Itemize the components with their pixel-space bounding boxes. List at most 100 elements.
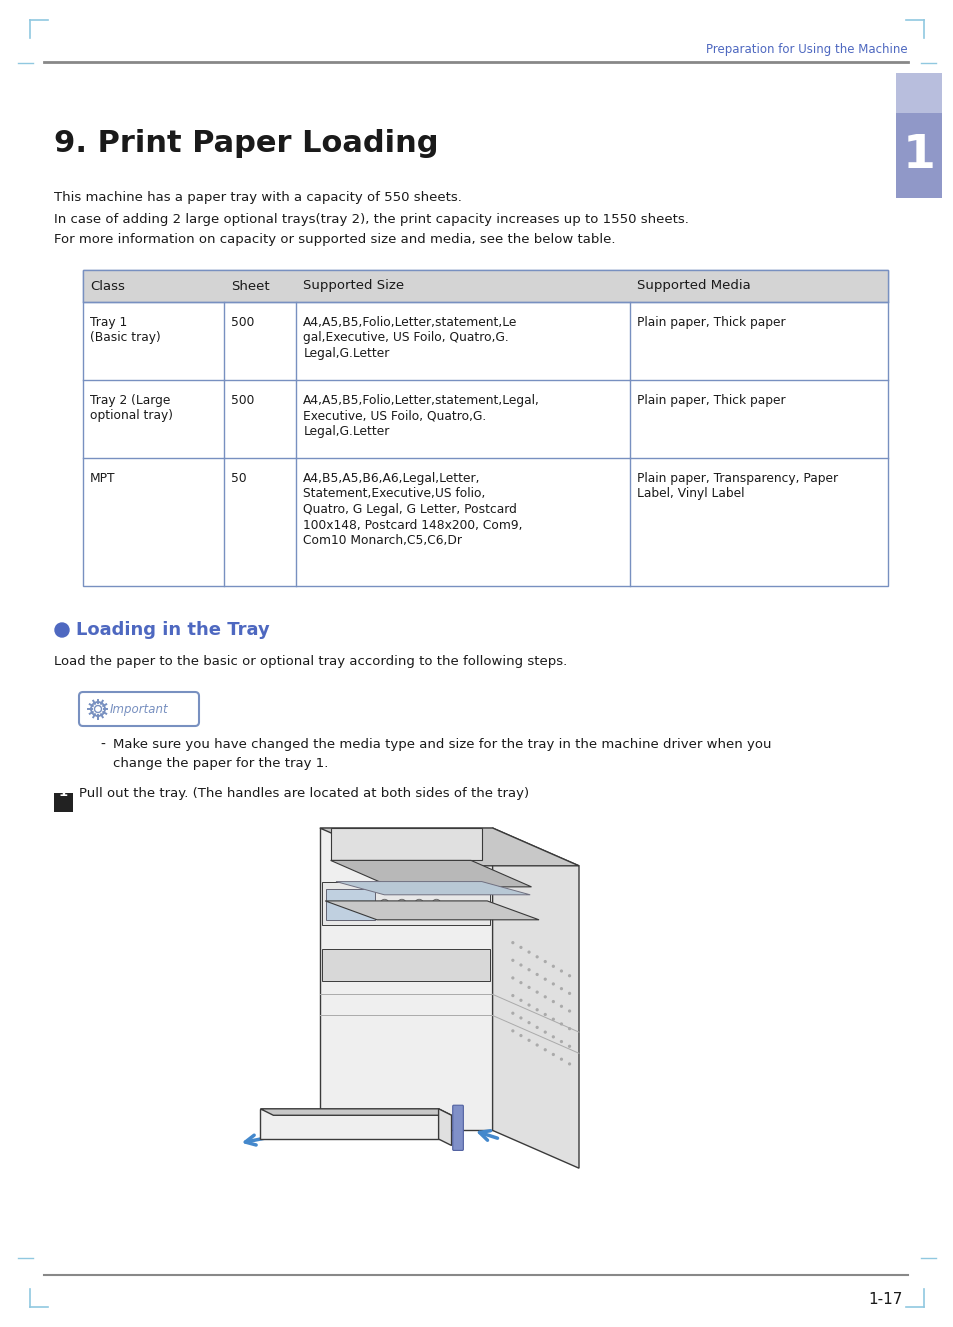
FancyBboxPatch shape	[83, 269, 887, 303]
Circle shape	[527, 986, 530, 989]
Polygon shape	[325, 901, 538, 920]
Circle shape	[567, 1044, 571, 1048]
Text: Legal,G.Letter: Legal,G.Letter	[303, 425, 389, 438]
Text: Loading in the Tray: Loading in the Tray	[76, 621, 270, 640]
Circle shape	[511, 994, 514, 997]
Text: Supported Size: Supported Size	[303, 280, 404, 292]
Circle shape	[559, 987, 562, 990]
Text: 1: 1	[902, 133, 935, 178]
Circle shape	[527, 1039, 530, 1042]
Text: Plain paper, Thick paper: Plain paper, Thick paper	[637, 394, 785, 407]
Circle shape	[535, 955, 538, 958]
Text: Tray 2 (Large: Tray 2 (Large	[90, 394, 171, 407]
FancyBboxPatch shape	[331, 828, 481, 860]
Circle shape	[551, 1035, 555, 1039]
Circle shape	[551, 965, 555, 967]
Polygon shape	[331, 860, 531, 886]
Text: 50: 50	[231, 472, 246, 484]
Text: Quatro, G Legal, G Letter, Postcard: Quatro, G Legal, G Letter, Postcard	[303, 503, 517, 516]
Text: Make sure you have changed the media type and size for the tray in the machine d: Make sure you have changed the media typ…	[112, 738, 771, 751]
FancyBboxPatch shape	[79, 691, 199, 726]
FancyBboxPatch shape	[54, 794, 73, 812]
Text: Load the paper to the basic or optional tray according to the following steps.: Load the paper to the basic or optional …	[54, 654, 567, 667]
Text: A4,B5,A5,B6,A6,Legal,Letter,: A4,B5,A5,B6,A6,Legal,Letter,	[303, 472, 480, 484]
Text: In case of adding 2 large optional trays(tray 2), the print capacity increases u: In case of adding 2 large optional trays…	[54, 212, 688, 226]
Circle shape	[527, 1020, 530, 1024]
Text: Class: Class	[90, 280, 125, 292]
Text: For more information on capacity or supported size and media, see the below tabl: For more information on capacity or supp…	[54, 234, 615, 247]
Circle shape	[543, 995, 546, 998]
Text: Plain paper, Transparency, Paper: Plain paper, Transparency, Paper	[637, 472, 838, 484]
Polygon shape	[260, 1109, 451, 1115]
Text: Plain paper, Thick paper: Plain paper, Thick paper	[637, 316, 785, 329]
Circle shape	[527, 1003, 530, 1007]
Polygon shape	[492, 828, 578, 1168]
Circle shape	[567, 1010, 571, 1013]
Circle shape	[551, 1018, 555, 1020]
FancyBboxPatch shape	[83, 269, 887, 587]
Circle shape	[535, 990, 538, 994]
Circle shape	[543, 1048, 546, 1051]
Circle shape	[567, 991, 571, 995]
Circle shape	[559, 1005, 562, 1009]
Polygon shape	[335, 881, 530, 894]
Circle shape	[518, 999, 522, 1002]
Text: Pull out the tray. (The handles are located at both sides of the tray): Pull out the tray. (The handles are loca…	[79, 787, 529, 799]
FancyBboxPatch shape	[321, 882, 490, 925]
Circle shape	[551, 1001, 555, 1003]
Circle shape	[380, 900, 389, 908]
Circle shape	[518, 946, 522, 949]
Text: Label, Vinyl Label: Label, Vinyl Label	[637, 487, 744, 500]
Polygon shape	[438, 1109, 451, 1145]
FancyBboxPatch shape	[895, 113, 941, 198]
Text: (Basic tray): (Basic tray)	[90, 332, 161, 345]
Circle shape	[535, 1009, 538, 1011]
Text: change the paper for the tray 1.: change the paper for the tray 1.	[112, 756, 328, 770]
Circle shape	[511, 977, 514, 979]
Text: A4,A5,B5,Folio,Letter,statement,Le: A4,A5,B5,Folio,Letter,statement,Le	[303, 316, 517, 329]
Text: 9. Print Paper Loading: 9. Print Paper Loading	[54, 129, 438, 158]
FancyBboxPatch shape	[895, 73, 941, 113]
Text: Sheet: Sheet	[231, 280, 269, 292]
Circle shape	[551, 982, 555, 986]
Circle shape	[511, 1011, 514, 1015]
Text: 1-17: 1-17	[868, 1292, 902, 1307]
Circle shape	[543, 959, 546, 963]
Text: -: -	[100, 738, 105, 752]
Text: Supported Media: Supported Media	[637, 280, 750, 292]
Circle shape	[559, 1058, 562, 1060]
Circle shape	[511, 941, 514, 945]
FancyBboxPatch shape	[321, 949, 490, 982]
Text: Legal,G.Letter: Legal,G.Letter	[303, 346, 389, 360]
Text: 500: 500	[231, 316, 254, 329]
Circle shape	[543, 1013, 546, 1016]
Text: MPT: MPT	[90, 472, 115, 484]
Circle shape	[527, 950, 530, 954]
Circle shape	[518, 981, 522, 985]
FancyBboxPatch shape	[260, 1109, 438, 1139]
Circle shape	[511, 1030, 514, 1032]
Circle shape	[535, 1043, 538, 1047]
Circle shape	[91, 702, 105, 717]
Circle shape	[535, 973, 538, 977]
FancyBboxPatch shape	[453, 1105, 463, 1151]
Circle shape	[527, 969, 530, 971]
Circle shape	[415, 900, 423, 908]
Text: Important: Important	[110, 702, 169, 715]
Circle shape	[55, 622, 69, 637]
Text: Preparation for Using the Machine: Preparation for Using the Machine	[705, 44, 907, 57]
Text: Tray 1: Tray 1	[90, 316, 127, 329]
Circle shape	[551, 1052, 555, 1056]
Circle shape	[518, 1034, 522, 1038]
FancyBboxPatch shape	[326, 889, 375, 921]
Circle shape	[543, 978, 546, 981]
Text: Executive, US Foilo, Quatro,G.: Executive, US Foilo, Quatro,G.	[303, 410, 486, 422]
Text: 1: 1	[59, 787, 68, 799]
Circle shape	[518, 1016, 522, 1019]
Circle shape	[567, 974, 571, 978]
Circle shape	[397, 900, 406, 908]
Text: gal,Executive, US Foilo, Quatro,G.: gal,Executive, US Foilo, Quatro,G.	[303, 332, 509, 345]
Text: 100x148, Postcard 148x200, Com9,: 100x148, Postcard 148x200, Com9,	[303, 519, 522, 532]
Text: 500: 500	[231, 394, 254, 407]
FancyBboxPatch shape	[319, 828, 492, 1131]
